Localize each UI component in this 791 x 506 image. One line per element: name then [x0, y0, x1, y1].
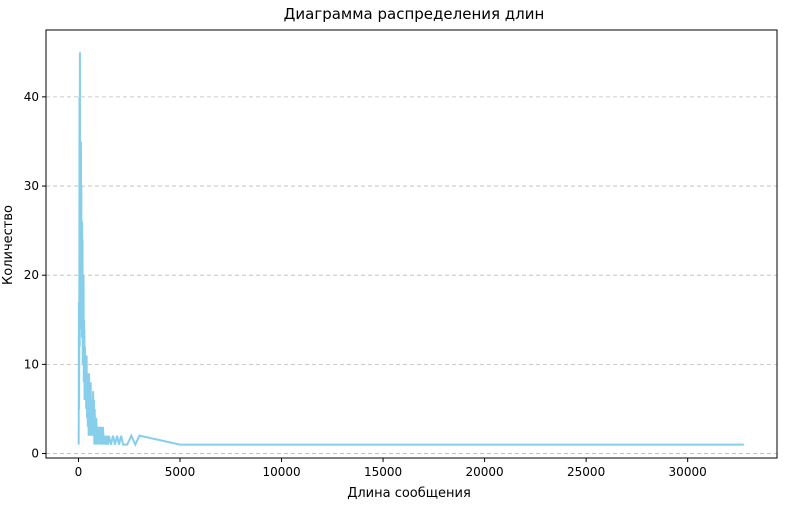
x-tick-label: 0	[75, 465, 83, 479]
y-tick-label: 10	[24, 357, 39, 371]
y-tick-label: 30	[24, 179, 39, 193]
chart-title: Диаграмма распределения длин	[284, 5, 545, 23]
y-axis-label: Количество	[1, 205, 16, 285]
y-tick-label: 0	[31, 447, 39, 461]
x-tick-label: 5000	[165, 465, 196, 479]
plot-area	[77, 52, 744, 448]
y-tick-label: 20	[24, 268, 39, 282]
series-line	[77, 52, 744, 448]
x-tick-label: 10000	[262, 465, 300, 479]
plot-frame	[45, 29, 778, 459]
axis-ticks: 0 10 20 30 40 0 5000 10000 15000 20000 25000 30000	[24, 90, 707, 479]
x-tick-label: 25000	[567, 465, 605, 479]
x-tick-label: 20000	[466, 465, 504, 479]
y-tick-label: 40	[24, 90, 39, 104]
grid	[46, 96, 777, 454]
x-tick-label: 30000	[669, 465, 707, 479]
x-axis-label: Длина сообщения	[347, 486, 471, 501]
x-tick-label: 15000	[364, 465, 402, 479]
